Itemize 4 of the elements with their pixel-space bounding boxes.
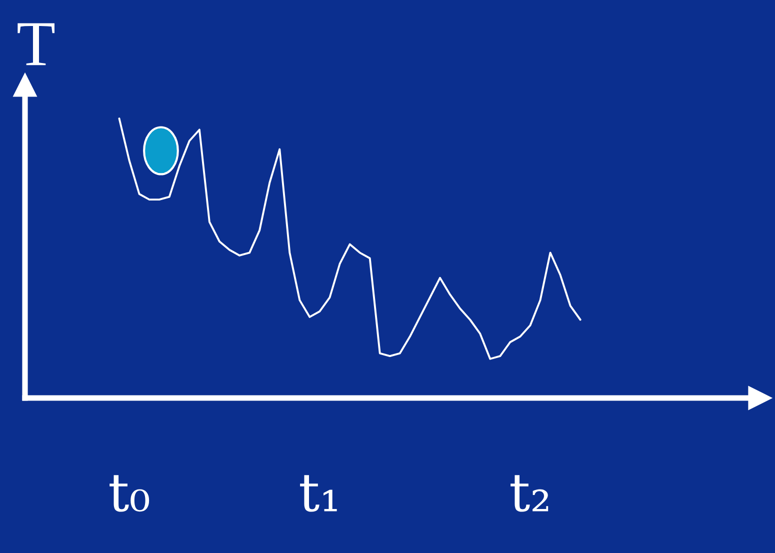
x-tick-label: t₂ <box>510 475 548 512</box>
x-tick-label: t₀ <box>110 475 150 512</box>
y-axis-title: T <box>18 23 54 66</box>
x-tick-label: t₁ <box>300 475 337 512</box>
